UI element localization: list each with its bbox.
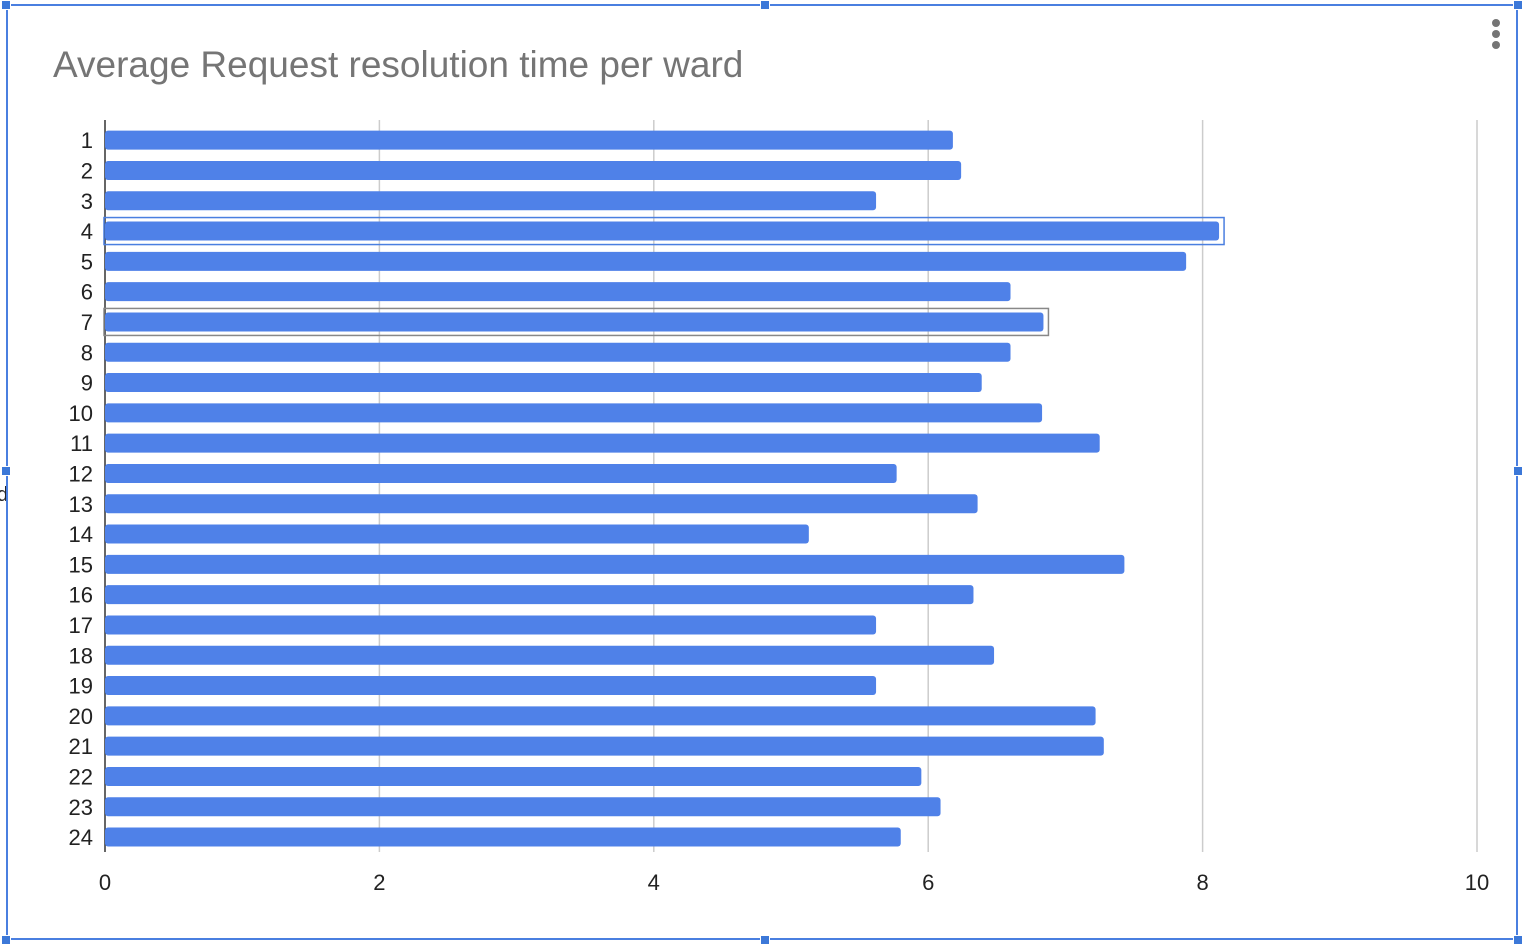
resize-handle-right[interactable] <box>1513 466 1523 476</box>
y-tick-label: 17 <box>69 613 93 638</box>
bar-ward-1[interactable] <box>105 130 953 150</box>
y-tick-label: 4 <box>81 219 93 244</box>
bar-ward-9[interactable] <box>105 373 982 393</box>
y-tick-label: 20 <box>69 704 93 729</box>
resize-handle-top-right[interactable] <box>1513 0 1523 10</box>
bar-ward-24[interactable] <box>105 827 901 847</box>
bar-highlight-outline <box>103 216 1225 246</box>
bar-ward-13[interactable] <box>105 494 978 514</box>
y-tick-label: 10 <box>69 401 93 426</box>
vertical-dots-icon[interactable] <box>1486 16 1506 52</box>
x-tick-label: 10 <box>1465 870 1489 895</box>
bar-ward-15[interactable] <box>105 554 1125 574</box>
resize-handle-top-left[interactable] <box>1 0 11 10</box>
bar-ward-20[interactable] <box>105 706 1096 726</box>
chart-title: Average Request resolution time per ward <box>53 44 744 85</box>
x-tick-label: 2 <box>373 870 385 895</box>
bar-ward-3[interactable] <box>105 191 877 211</box>
y-tick-label: 14 <box>69 522 93 547</box>
bar-ward-23[interactable] <box>105 797 941 817</box>
y-tick-label: 2 <box>81 158 93 183</box>
bar-ward-18[interactable] <box>105 645 995 665</box>
cut-off-cell-text: d <box>0 484 9 506</box>
x-tick-label: 4 <box>648 870 660 895</box>
y-tick-label: 18 <box>69 643 93 668</box>
bar-ward-6[interactable] <box>105 282 1011 302</box>
bar-ward-16[interactable] <box>105 585 974 605</box>
y-tick-label: 5 <box>81 249 93 274</box>
bar-ward-11[interactable] <box>105 433 1100 453</box>
y-tick-label: 23 <box>69 795 93 820</box>
bar-ward-22[interactable] <box>105 766 922 786</box>
bar-ward-10[interactable] <box>105 403 1043 423</box>
y-tick-label: 8 <box>81 340 93 365</box>
bar-ward-7[interactable] <box>105 312 1044 332</box>
bar-highlight-outline <box>103 307 1050 337</box>
y-tick-label: 7 <box>81 310 93 335</box>
y-tick-label: 9 <box>81 371 93 396</box>
y-tick-label: 13 <box>69 492 93 517</box>
y-tick-label: 24 <box>69 825 93 850</box>
y-tick-label: 22 <box>69 764 93 789</box>
bar-ward-19[interactable] <box>105 676 877 696</box>
y-tick-label: 12 <box>69 461 93 486</box>
y-tick-label: 19 <box>69 674 93 699</box>
resize-handle-bottom-left[interactable] <box>1 935 11 945</box>
bar-ward-14[interactable] <box>105 524 809 544</box>
bar-ward-8[interactable] <box>105 342 1011 362</box>
y-tick-label: 3 <box>81 189 93 214</box>
bar-ward-5[interactable] <box>105 251 1187 271</box>
bar-ward-12[interactable] <box>105 463 897 483</box>
resize-handle-top[interactable] <box>760 0 770 10</box>
resize-handle-bottom-right[interactable] <box>1513 935 1523 945</box>
x-tick-label: 6 <box>922 870 934 895</box>
y-tick-label: 11 <box>70 431 93 456</box>
y-tick-label: 16 <box>69 583 93 608</box>
bar-ward-17[interactable] <box>105 615 877 635</box>
y-tick-label: 6 <box>81 280 93 305</box>
bar-ward-2[interactable] <box>105 160 962 180</box>
x-tick-label: 0 <box>99 870 111 895</box>
bar-ward-21[interactable] <box>105 736 1104 756</box>
x-tick-label: 8 <box>1196 870 1208 895</box>
y-tick-label: 1 <box>81 128 93 153</box>
resize-handle-left[interactable] <box>1 466 11 476</box>
y-tick-label: 21 <box>69 734 93 759</box>
bar-ward-4[interactable] <box>105 221 1220 241</box>
resize-handle-bottom[interactable] <box>760 935 770 945</box>
y-tick-label: 15 <box>69 552 93 577</box>
